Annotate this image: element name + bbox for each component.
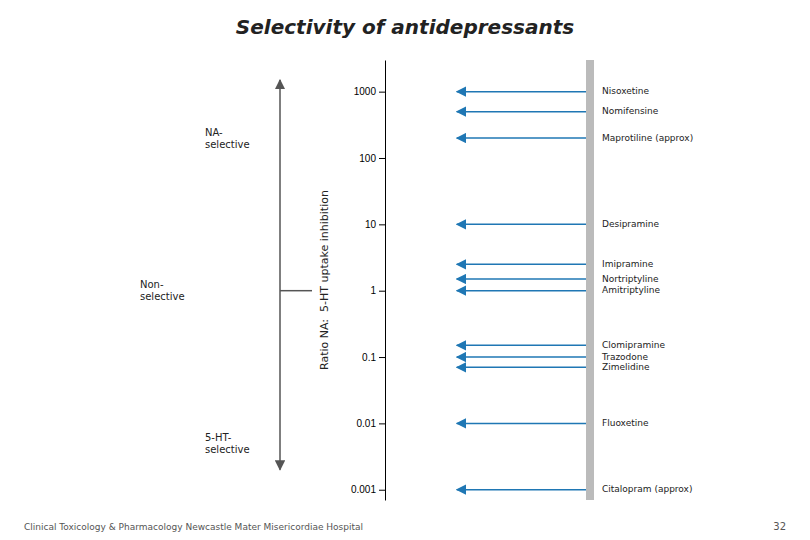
y-tick: 100	[359, 153, 385, 164]
selectivity-arrow	[279, 80, 281, 470]
category-label: Clomipramine	[602, 340, 665, 350]
page-number: 32	[773, 521, 786, 532]
annotation-line: selective	[140, 291, 185, 302]
chart: Selectivity of antidepressants0.0010.010…	[0, 0, 810, 540]
category-label: Desipramine	[602, 219, 660, 229]
y-tick: 0.1	[362, 352, 385, 363]
y-tick: 0.01	[357, 418, 385, 429]
category-label: Trazodone	[601, 352, 649, 362]
title: Selectivity of antidepressants	[236, 15, 574, 39]
y-tick-mark	[379, 291, 385, 292]
data-arrow	[457, 367, 586, 369]
category-label: Maprotiline (approx)	[602, 133, 693, 143]
category-label: Amitriptyline	[602, 285, 660, 295]
data-arrow	[457, 264, 586, 266]
y-tick-mark	[379, 357, 385, 358]
category-label: Zimelidine	[602, 362, 650, 372]
annotation-line: 5-HT-	[205, 432, 232, 443]
category-label: Fluoxetine	[602, 418, 649, 428]
data-arrow	[457, 356, 586, 358]
category-label: Imipramine	[602, 259, 654, 269]
annotation-line: Non-	[140, 279, 164, 290]
data-arrow	[457, 489, 586, 491]
y-tick-mark	[379, 224, 385, 225]
data-arrow	[457, 224, 586, 226]
y-tick-mark	[379, 423, 385, 424]
annotations: NA-selectiveNon-selective5-HT-selective	[140, 80, 312, 470]
plot-area	[457, 92, 586, 490]
annotation-line: selective	[205, 139, 250, 150]
category-label: Nomifensine	[602, 106, 659, 116]
y-tick-mark	[379, 158, 385, 159]
data-arrow	[457, 111, 586, 113]
category-label: Citalopram (approx)	[602, 484, 692, 494]
data-arrow	[457, 278, 586, 280]
data-arrow	[457, 91, 586, 93]
annotation-line: NA-	[205, 127, 223, 138]
y-axis: 0.001 0.01 0.1 1 10 100 1000	[351, 61, 386, 501]
data-arrow	[457, 290, 586, 292]
y-tick-label: 0.001	[351, 484, 376, 495]
category-labels: Nisoxetine Nomifensine Maprotiline (approx…	[601, 86, 693, 494]
y-tick-label: 0.1	[362, 352, 376, 363]
y-tick-mark	[379, 490, 385, 491]
category-label: Nortriptyline	[602, 274, 659, 284]
y-axis-label: Ratio NA: 5-HT uptake inhibition	[318, 190, 331, 370]
annotation: Non-selective	[140, 279, 185, 302]
data-arrow	[457, 345, 586, 347]
category-label: Nisoxetine	[602, 86, 649, 96]
reference-bar	[586, 60, 594, 500]
y-tick-mark	[379, 92, 385, 93]
y-tick: 1000	[354, 86, 385, 97]
footer: Clinical Toxicology & Pharmacology Newca…	[24, 522, 363, 532]
y-axis-line	[385, 61, 386, 501]
y-tick-label: 1	[370, 285, 376, 296]
data-arrow	[457, 423, 586, 425]
annotation: 5-HT-selective	[205, 432, 250, 455]
data-arrow	[457, 137, 586, 139]
y-tick-label: 100	[359, 153, 376, 164]
y-tick-label: 0.01	[357, 418, 377, 429]
annotation-line: selective	[205, 444, 250, 455]
y-tick-label: 10	[365, 219, 377, 230]
y-tick-label: 1000	[354, 86, 377, 97]
y-tick: 10	[365, 219, 385, 230]
annotation: NA-selective	[205, 127, 250, 150]
y-tick: 1	[370, 285, 385, 296]
annotation-tick	[280, 290, 312, 292]
y-tick: 0.001	[351, 484, 385, 495]
